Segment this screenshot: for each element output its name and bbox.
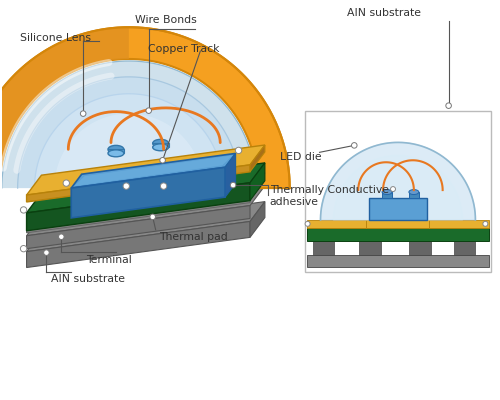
Circle shape: [230, 182, 236, 188]
Polygon shape: [26, 173, 265, 223]
Polygon shape: [34, 94, 223, 188]
Polygon shape: [26, 222, 250, 268]
Circle shape: [352, 143, 357, 148]
Polygon shape: [26, 163, 265, 213]
Polygon shape: [26, 145, 265, 195]
Ellipse shape: [108, 145, 124, 153]
Circle shape: [44, 250, 49, 256]
Text: AIN substrate: AIN substrate: [52, 274, 126, 284]
Circle shape: [80, 111, 86, 116]
Polygon shape: [18, 77, 240, 188]
Polygon shape: [409, 192, 419, 198]
Circle shape: [146, 108, 152, 114]
Polygon shape: [225, 154, 235, 197]
FancyBboxPatch shape: [304, 111, 492, 272]
Polygon shape: [366, 220, 429, 228]
Ellipse shape: [409, 190, 419, 194]
Polygon shape: [0, 27, 290, 188]
Text: Silicone Lens: Silicone Lens: [20, 33, 90, 43]
Text: adhesive: adhesive: [270, 197, 319, 207]
Polygon shape: [320, 142, 476, 220]
Circle shape: [305, 221, 310, 226]
Polygon shape: [382, 192, 392, 198]
Polygon shape: [306, 220, 366, 228]
Polygon shape: [26, 202, 265, 252]
Circle shape: [160, 183, 167, 189]
Text: Copper Track: Copper Track: [148, 44, 219, 54]
Circle shape: [236, 147, 242, 154]
Ellipse shape: [152, 144, 168, 151]
Polygon shape: [108, 149, 124, 153]
Polygon shape: [409, 241, 430, 255]
Circle shape: [58, 234, 64, 240]
Circle shape: [390, 186, 396, 192]
Polygon shape: [429, 220, 490, 228]
Polygon shape: [250, 202, 265, 237]
Text: AIN substrate: AIN substrate: [347, 8, 421, 18]
Polygon shape: [26, 193, 250, 233]
Polygon shape: [2, 61, 256, 188]
Circle shape: [63, 180, 70, 186]
Circle shape: [483, 221, 488, 226]
Polygon shape: [369, 198, 427, 220]
Polygon shape: [26, 183, 250, 231]
Circle shape: [150, 214, 156, 220]
Polygon shape: [306, 255, 490, 266]
Polygon shape: [72, 167, 225, 218]
Ellipse shape: [108, 150, 124, 157]
Circle shape: [446, 103, 452, 108]
Polygon shape: [26, 165, 250, 202]
Text: LED die: LED die: [280, 152, 322, 162]
Polygon shape: [0, 27, 129, 188]
Polygon shape: [306, 228, 490, 241]
Polygon shape: [250, 163, 265, 201]
Polygon shape: [152, 143, 168, 147]
Polygon shape: [312, 241, 334, 255]
Polygon shape: [72, 154, 235, 188]
Circle shape: [123, 183, 130, 189]
Ellipse shape: [152, 139, 168, 147]
Polygon shape: [250, 145, 265, 172]
Text: Thermal pad: Thermal pad: [158, 232, 228, 242]
Text: Thermally Conductive: Thermally Conductive: [270, 185, 389, 195]
Ellipse shape: [382, 190, 392, 194]
Polygon shape: [454, 241, 475, 255]
Polygon shape: [359, 241, 381, 255]
Circle shape: [160, 158, 166, 163]
Circle shape: [20, 246, 27, 252]
Polygon shape: [54, 114, 204, 188]
Polygon shape: [26, 186, 265, 236]
Circle shape: [20, 207, 27, 213]
Polygon shape: [334, 155, 462, 220]
Text: Wire Bonds: Wire Bonds: [134, 15, 196, 25]
Polygon shape: [26, 206, 250, 249]
Polygon shape: [74, 155, 233, 186]
Text: Terminal: Terminal: [86, 254, 132, 264]
